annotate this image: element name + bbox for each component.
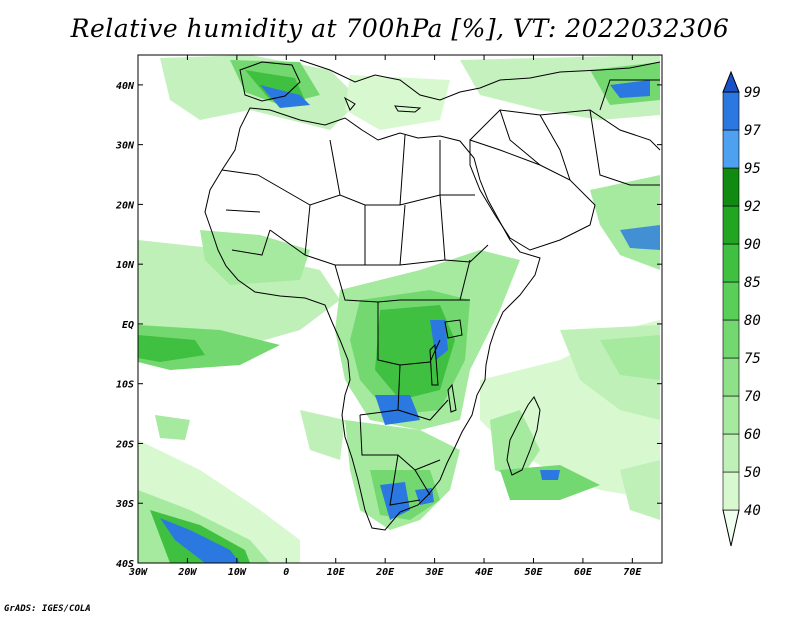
colorbar-label: 60 [744,427,761,443]
mideast-borders [469,79,661,186]
colorbar-segment [722,319,740,359]
colorbar-segment [722,129,740,169]
lon-tick-label: 60E [574,567,593,578]
lon-tick-label: 0 [283,567,289,578]
lat-tick-label: 10N [116,260,135,271]
lat-tick-label: 20N [115,200,135,211]
lat-tick-label: 10S [116,380,134,391]
grads-credit: GrADS: IGES/COLA [4,604,91,614]
humidity-area [540,470,560,480]
colorbar-segment [722,167,740,207]
lat-tick-label: 40N [116,81,135,92]
lon-tick-label: 30E [425,567,445,578]
humidity-area [200,230,310,285]
humidity-area [490,410,540,480]
humidity-area [300,410,345,460]
lon-tick-label: 10E [327,567,346,578]
arabia-coastline [469,139,596,251]
iberia-coastline [239,61,301,102]
lake-malawi [447,383,457,413]
latitude-axis: 40N 30N 20N 10N EQ 10S 20S 30S 40S [115,81,662,570]
colorbar: 40 50 60 70 75 80 85 90 92 95 97 99 [722,70,761,547]
colorbar-segment [722,243,740,283]
lon-tick-label: 20E [375,567,395,578]
humidity-area [590,175,660,270]
colorbar-label: 95 [744,161,761,177]
colorbar-segment [722,395,740,435]
longitude-axis: 30W 20W 10W 0 10E 20E 30E 40E 50E 60E 70E [128,55,642,578]
colorbar-segment [722,471,740,511]
humidity-area [500,465,600,500]
colorbar-label: 70 [744,389,761,405]
lat-tick-label: 30S [115,499,134,510]
colorbar-label: 80 [744,313,761,329]
lake-victoria [444,319,463,339]
humidity-area [138,335,205,362]
lon-tick-label: 30W [128,567,148,578]
lat-tick-label: 30N [115,141,135,152]
lon-tick-label: 70E [623,567,642,578]
colorbar-segment [722,70,740,93]
humidity-area [610,80,650,98]
humidity-area [155,415,190,440]
country-borders [221,134,489,506]
humidity-area [620,225,660,250]
colorbar-segment [722,205,740,245]
humidity-area [345,75,450,130]
colorbar-segment [722,509,740,547]
colorbar-label: 40 [744,503,761,519]
lon-tick-label: 20W [177,567,197,578]
europe-coastline [299,59,661,101]
humidity-area [600,335,660,380]
plot-frame [137,54,663,564]
madagascar-coastline [506,396,541,476]
lon-tick-label: 10W [228,567,247,578]
humidity-area [430,320,448,360]
lon-tick-label: 50E [524,567,543,578]
map-title: Relative humidity at 700hPa [%], VT: 202… [70,14,730,43]
humidity-area [160,518,240,563]
lon-tick-label: 40E [475,567,494,578]
coastlines-and-borders [204,59,661,531]
colorbar-label: 75 [744,351,761,367]
lat-tick-label: 40S [116,559,134,570]
colorbar-label: 50 [744,465,761,481]
colorbar-segment [722,281,740,321]
lat-tick-label: 20S [115,439,134,450]
colorbar-label: 85 [744,275,761,291]
colorbar-label: 92 [744,199,761,215]
humidity-area [415,488,434,505]
colorbar-segment [722,433,740,473]
humidity-area [620,460,660,520]
colorbar-label: 99 [744,85,761,101]
colorbar-label: 90 [744,237,761,253]
lake-tanganyika [429,343,439,386]
colorbar-label: 97 [744,123,761,139]
lat-tick-label: EQ [122,320,134,331]
colorbar-segment [722,91,740,131]
africa-coastline [204,107,541,531]
mediterranean-islands [343,96,422,113]
colorbar-segment [722,357,740,397]
humidity-shading [138,55,660,563]
